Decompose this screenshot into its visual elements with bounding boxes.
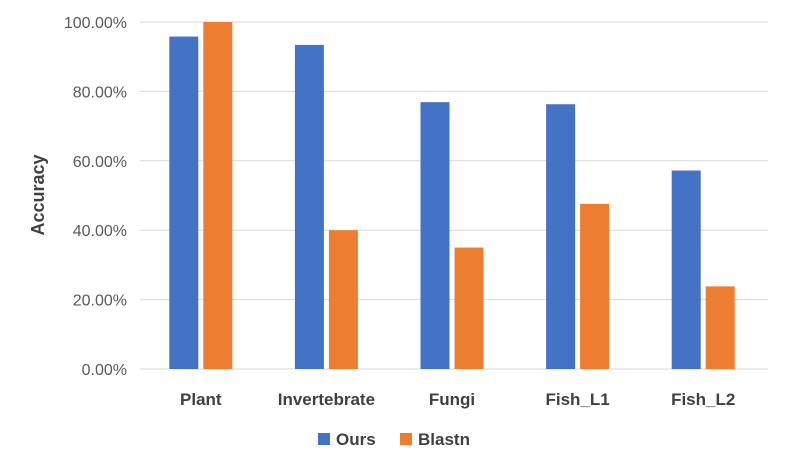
y-axis-title: Accuracy (28, 154, 48, 235)
bar-ours-invertebrate (294, 44, 324, 369)
bar-ours-fish_l1 (546, 104, 576, 369)
legend-swatch-ours (318, 433, 330, 445)
y-tick-label: 20.00% (73, 293, 127, 310)
x-category-label: Fish_L2 (671, 390, 735, 409)
y-axis-ticks: 0.00% 20.00% 40.00% 60.00% 80.00% 100.00% (64, 15, 127, 379)
legend: Ours Blastn (318, 430, 470, 449)
legend-label-blastn: Blastn (418, 430, 470, 449)
bar-ours-fungi (420, 102, 450, 370)
legend-label-ours: Ours (336, 430, 376, 449)
bar-blastn-fish_l2 (705, 286, 735, 369)
x-category-label: Fish_L1 (545, 390, 609, 409)
x-category-label: Invertebrate (278, 390, 375, 409)
x-category-label: Plant (180, 390, 222, 409)
legend-swatch-blastn (400, 433, 412, 445)
x-category-label: Fungi (429, 390, 475, 409)
bar-ours-plant (169, 36, 199, 369)
bar-blastn-plant (203, 22, 233, 369)
x-axis-categories: Plant Invertebrate Fungi Fish_L1 Fish_L2 (180, 390, 735, 409)
bar-blastn-invertebrate (328, 230, 358, 369)
y-tick-label: 80.00% (73, 84, 127, 101)
y-tick-label: 100.00% (64, 15, 127, 32)
y-tick-label: 60.00% (73, 154, 127, 171)
bar-blastn-fish_l1 (580, 203, 610, 369)
y-tick-label: 0.00% (82, 362, 127, 379)
bar-blastn-fungi (454, 247, 484, 369)
y-tick-label: 40.00% (73, 223, 127, 240)
gridlines (140, 21, 768, 370)
bars (169, 22, 735, 370)
bar-ours-fish_l2 (671, 170, 701, 369)
